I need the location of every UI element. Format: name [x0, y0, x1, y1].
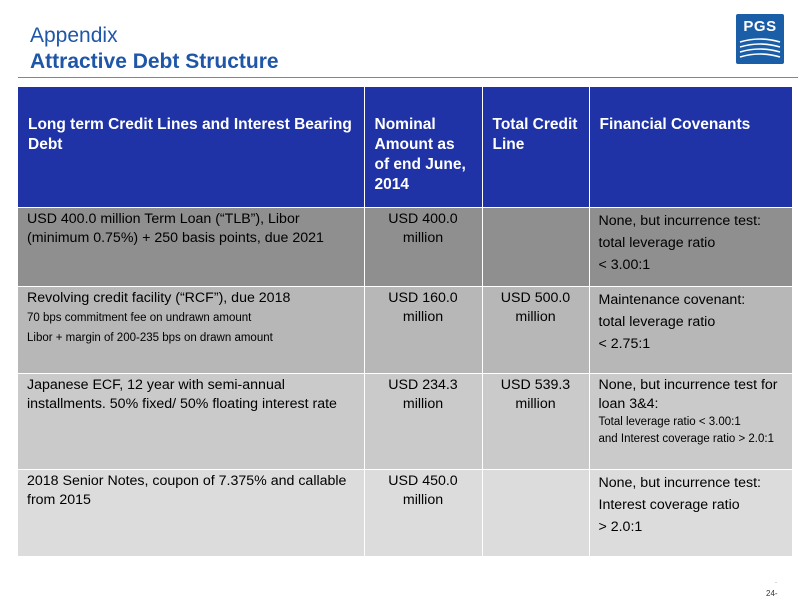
covenant-line: None, but incurrence test for loan 3&4: [598, 376, 778, 412]
covenant-line: Interest coverage ratio [598, 496, 740, 513]
covenant-cell: None, but incurrence test: total leverag… [589, 206, 792, 286]
covenant-line: None, but incurrence test: [598, 474, 761, 491]
facility-text: USD 400.0 million Term Loan (“TLB”), Lib… [27, 210, 324, 246]
facility-cell: 2018 Senior Notes, coupon of 7.375% and … [18, 468, 365, 556]
covenant-cell: Maintenance covenant: total leverage rat… [589, 285, 792, 373]
credit-line-cell [482, 468, 590, 556]
covenant-note: Total leverage ratio < 3.00:1 [598, 415, 741, 428]
facility-text: Revolving credit facility (“RCF”), due 2… [27, 289, 291, 306]
covenant-line: < 3.00:1 [598, 256, 651, 273]
covenant-line: < 2.75:1 [598, 335, 651, 352]
page-number: 24- [766, 589, 778, 598]
table-header-row: Long term Credit Lines and Interest Bear… [18, 87, 792, 207]
slide-title: Appendix [30, 24, 118, 47]
covenant-note: and Interest coverage ratio > 2.0:1 [598, 432, 775, 445]
table-row: Revolving credit facility (“RCF”), due 2… [18, 285, 792, 373]
nominal-cell: USD 160.0 million [364, 285, 483, 373]
facility-cell: USD 400.0 million Term Loan (“TLB”), Lib… [18, 206, 365, 286]
credit-line-cell [482, 206, 590, 286]
nominal-cell: USD 234.3 million [364, 372, 483, 469]
facility-note: 70 bps commitment fee on undrawn amount [27, 311, 252, 324]
facility-text: Japanese ECF, 12 year with semi-annual i… [27, 376, 337, 412]
table-row: USD 400.0 million Term Loan (“TLB”), Lib… [18, 206, 792, 286]
covenant-line: > 2.0:1 [598, 518, 643, 535]
slide-subtitle: Attractive Debt Structure [30, 50, 279, 73]
credit-line-cell: USD 539.3 million [482, 372, 590, 469]
table-row: 2018 Senior Notes, coupon of 7.375% and … [18, 468, 792, 556]
nominal-cell: USD 450.0 million [364, 468, 483, 556]
pgs-logo: PGS [736, 14, 784, 64]
title-divider [18, 77, 798, 78]
facility-text: 2018 Senior Notes, coupon of 7.375% and … [27, 472, 347, 508]
table-row: Japanese ECF, 12 year with semi-annual i… [18, 372, 792, 469]
covenant-line: None, but incurrence test: [598, 212, 761, 229]
covenant-cell: None, but incurrence test: Interest cove… [589, 468, 792, 556]
slide-title-block: Appendix Attractive Debt Structure [30, 22, 279, 74]
column-header-credit-line: Total Credit Line [482, 87, 590, 207]
debt-structure-table: Long term Credit Lines and Interest Bear… [18, 87, 792, 556]
nominal-cell: USD 400.0 million [364, 206, 483, 286]
covenant-line: total leverage ratio [598, 234, 716, 251]
facility-cell: Japanese ECF, 12 year with semi-annual i… [18, 372, 365, 469]
covenant-line: Maintenance covenant: [598, 291, 746, 308]
covenant-line: total leverage ratio [598, 313, 716, 330]
column-header-nominal: Nominal Amount as of end June, 2014 [364, 87, 483, 207]
facility-cell: Revolving credit facility (“RCF”), due 2… [18, 285, 365, 373]
column-header-covenants: Financial Covenants [589, 87, 792, 207]
logo-text: PGS [743, 18, 777, 35]
column-header-facility: Long term Credit Lines and Interest Bear… [18, 87, 365, 207]
footer-mark: - [775, 580, 777, 586]
logo-wave-icon [739, 38, 781, 58]
facility-note: Libor + margin of 200-235 bps on drawn a… [27, 331, 273, 344]
credit-line-cell: USD 500.0 million [482, 285, 590, 373]
covenant-cell: None, but incurrence test for loan 3&4: … [589, 372, 792, 469]
